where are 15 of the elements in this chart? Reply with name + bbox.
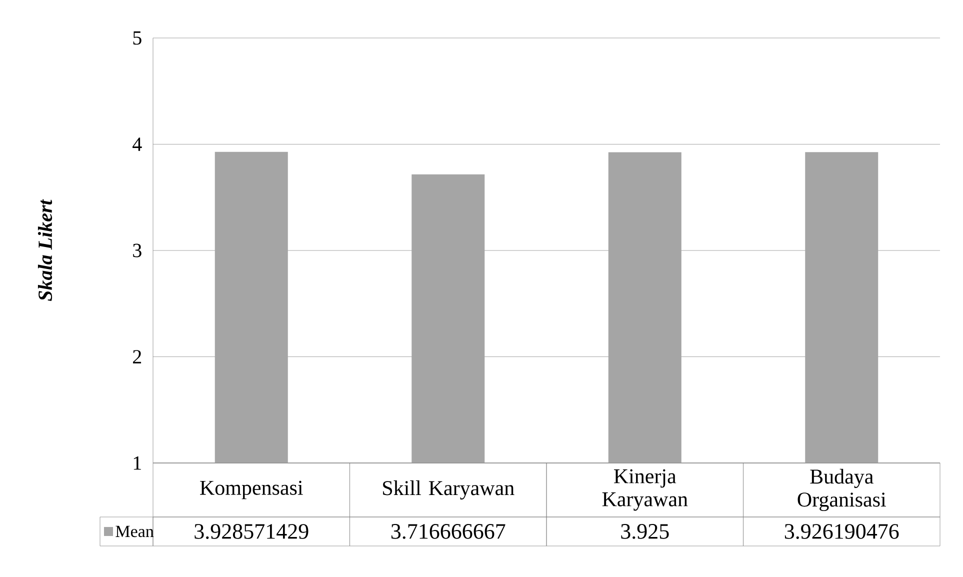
data-label: 3.716666667 [391, 524, 506, 539]
y-tick-label: 2 [133, 350, 142, 364]
data-label: 3.926190476 [784, 524, 899, 539]
x-tick-label: Kinerja Karyawan [602, 469, 688, 511]
y-tick-label: 5 [133, 31, 142, 45]
y-axis-title: Skala Likert [38, 199, 52, 301]
x-tick-label: Budaya Organisasi [798, 468, 886, 512]
data-label: 3.928571429 [194, 524, 308, 539]
data-label: 3.925 [621, 524, 669, 539]
y-tick-label: 3 [133, 244, 142, 258]
x-tick-label: Kompensasi [200, 480, 303, 500]
y-tick-label: 1 [134, 456, 141, 470]
legend-label: Mean [116, 526, 154, 538]
y-tick-label: 4 [132, 138, 142, 151]
x-tick-label: Skill Karyawan [383, 480, 514, 500]
